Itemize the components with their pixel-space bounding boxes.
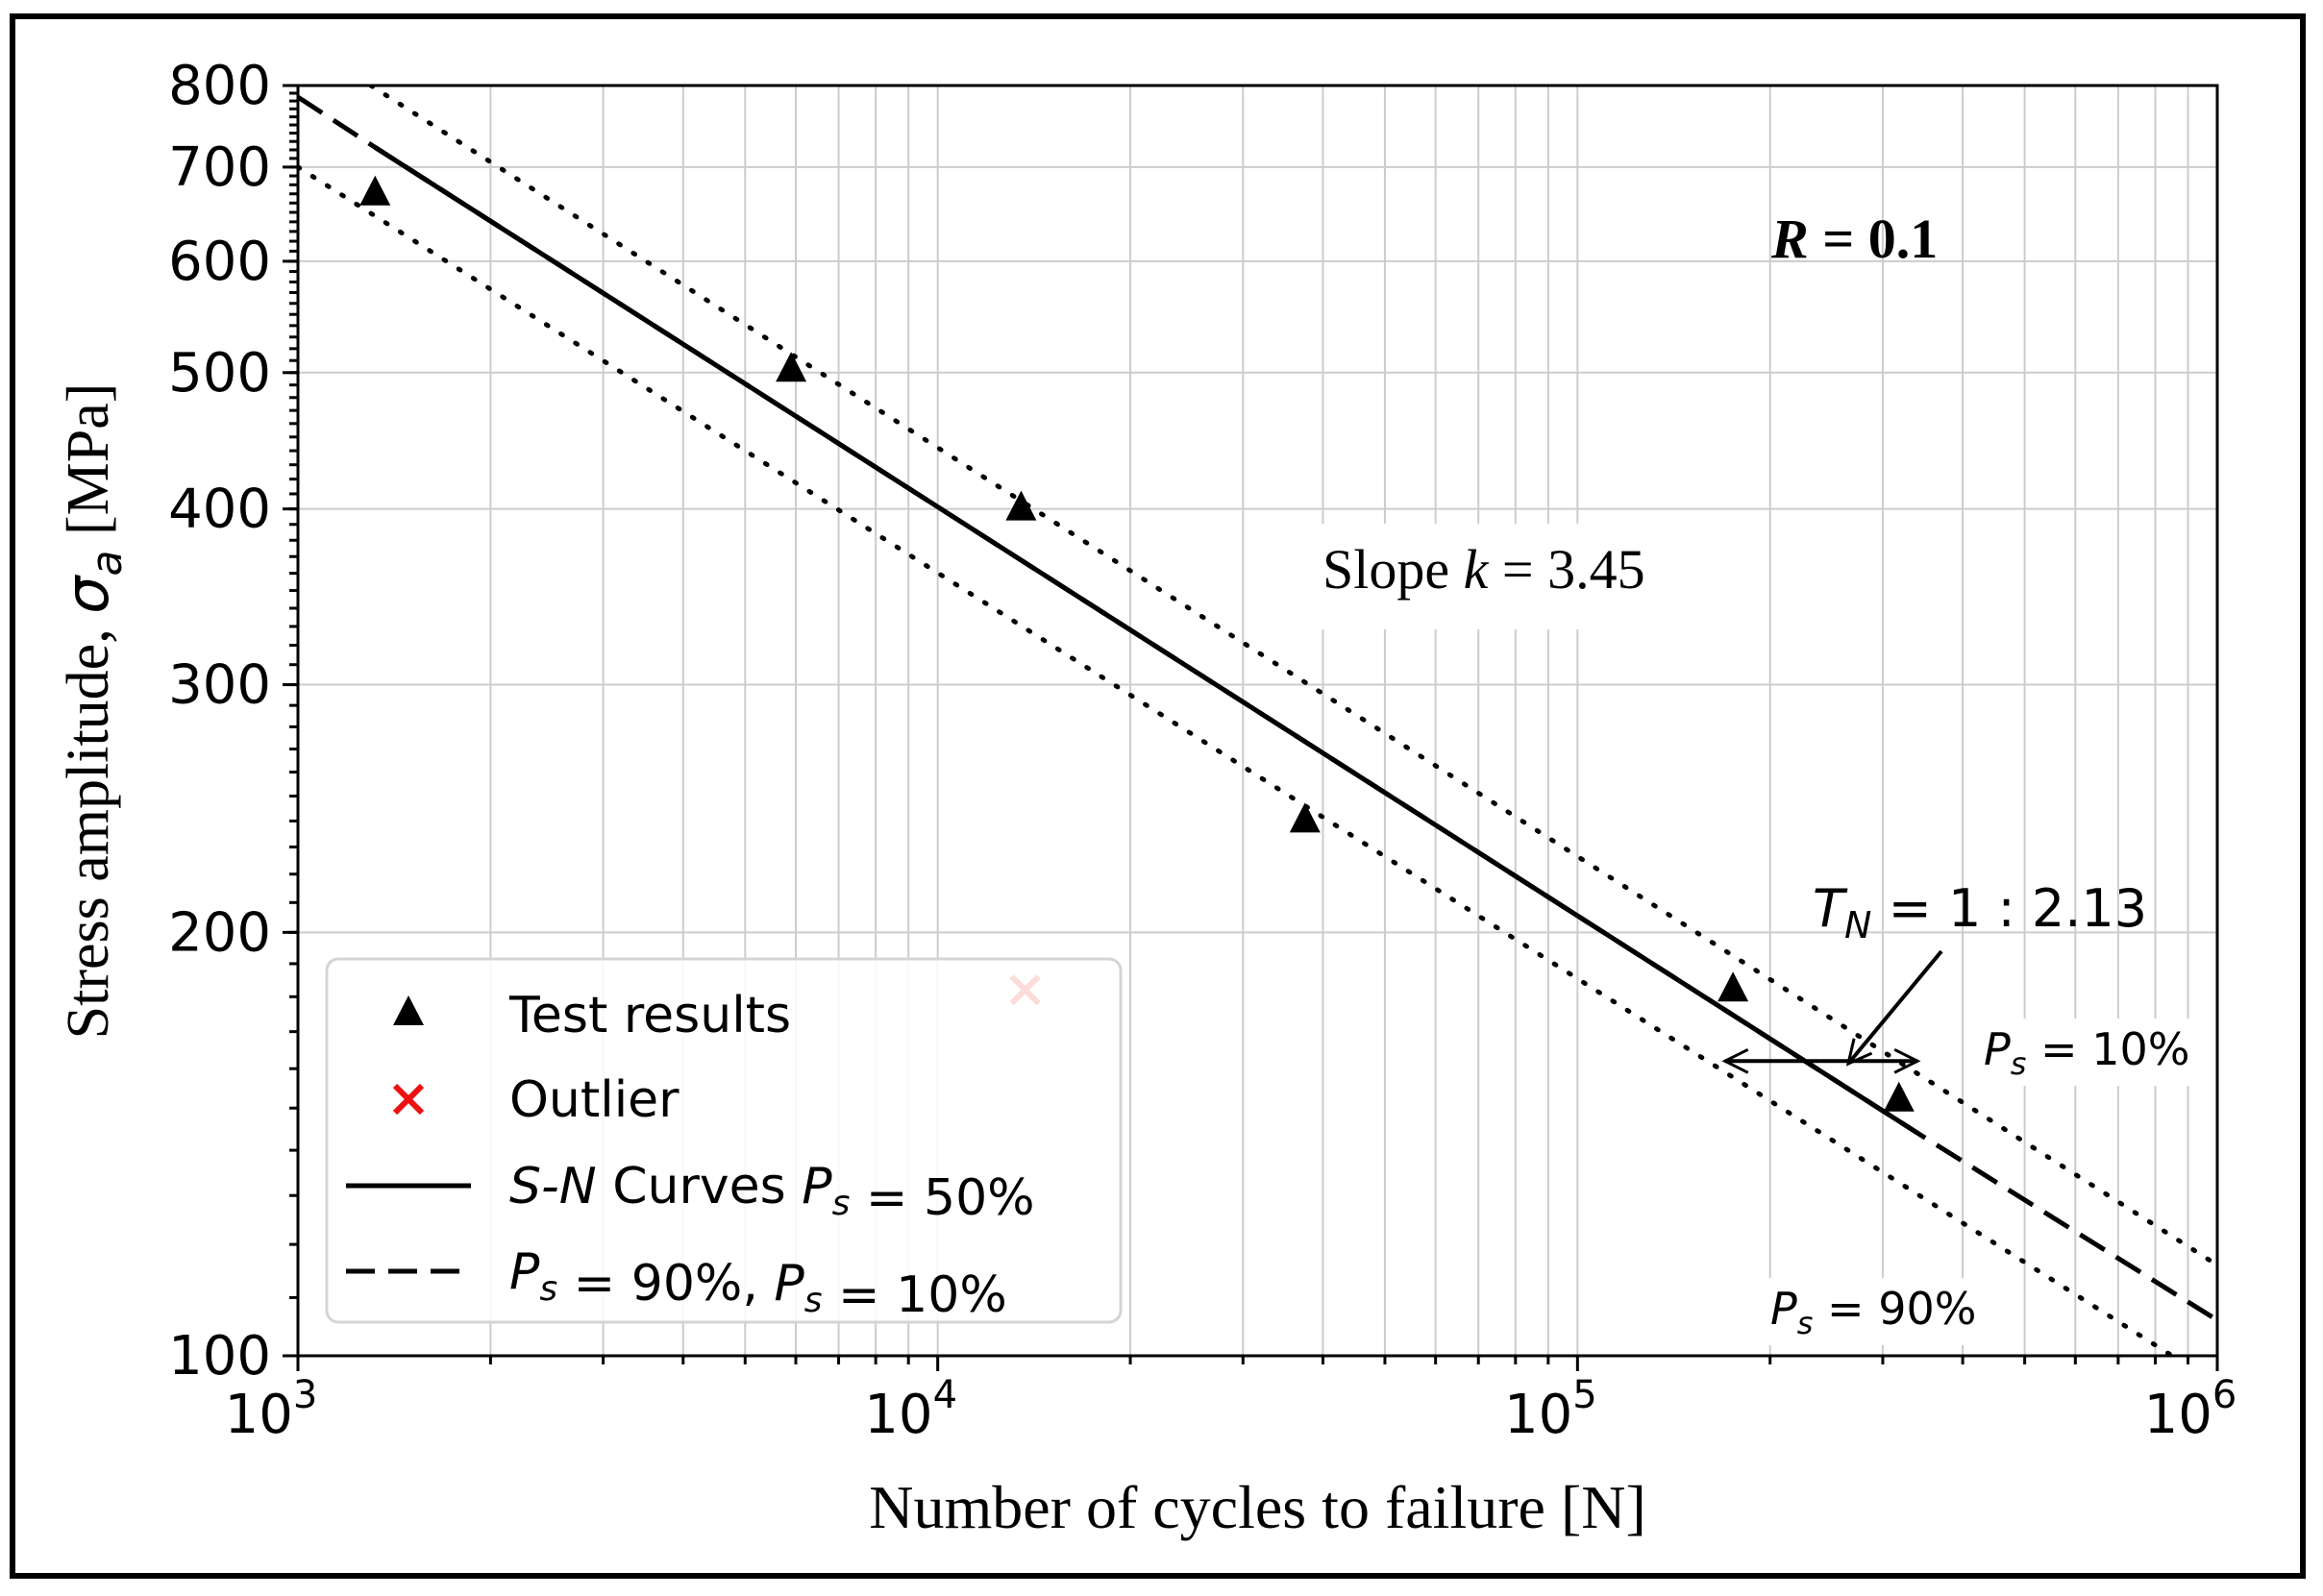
curve-ps-10- — [368, 86, 2217, 1268]
legend-label: Test results — [508, 987, 791, 1044]
legend-label-part: P — [509, 1243, 540, 1301]
x-tick-exponent: 4 — [933, 1373, 957, 1417]
ps10-label-bg — [1978, 1019, 2213, 1086]
test-result-point — [776, 352, 807, 382]
test-result-point — [1718, 971, 1749, 1002]
legend-label-part: = 10% — [823, 1266, 1007, 1324]
legend-label-part: s — [804, 1281, 823, 1320]
legend-triangle-marker — [393, 995, 424, 1025]
r-ratio-label: R = 0.1 — [1770, 208, 1938, 270]
legend-label-part: P — [774, 1255, 804, 1313]
legend-label: S-N Curves Ps = 50% — [509, 1158, 1035, 1227]
legend-label-part: s — [539, 1269, 557, 1309]
legend-label-part: Test results — [508, 987, 791, 1044]
y-tick-label: 800 — [168, 55, 271, 117]
y-tick-label: 300 — [168, 654, 271, 717]
x-tick-label: 104 — [864, 1373, 957, 1446]
x-tick-base: 10 — [864, 1384, 932, 1446]
legend-label-part: Outlier — [509, 1071, 680, 1129]
x-tick-exponent: 6 — [2212, 1373, 2237, 1417]
tn-label: TN = 1 : 2.13 — [1813, 878, 2147, 946]
tn-value: = 1 : 2.13 — [1871, 878, 2147, 939]
y-axis-label-unit: [MPa] — [56, 383, 121, 551]
test-result-point — [1883, 1081, 1915, 1112]
x-ticks — [296, 1356, 2219, 1371]
test-result-point — [1005, 490, 1037, 521]
axes-frame — [296, 84, 2219, 1358]
ps10-subscript: s — [2011, 1045, 2027, 1082]
legend-x-stroke — [392, 1083, 425, 1116]
tn-symbol: T — [1813, 878, 1848, 939]
x-tick-exponent: 5 — [1572, 1373, 1596, 1417]
ps10-symbol: P — [1984, 1023, 2011, 1075]
slope-label: Slope k = 3.45 — [1322, 538, 1645, 601]
slope-value: = 3.45 — [1488, 538, 1644, 601]
r-symbol: R — [1770, 208, 1809, 270]
ps10-label: Ps = 10% — [1984, 1023, 2189, 1082]
x-tick-label: 103 — [225, 1373, 318, 1446]
test-result-point — [1289, 802, 1321, 833]
legend-box — [325, 957, 1123, 1324]
legend-label: Ps = 90%, Ps = 10% — [509, 1243, 1007, 1324]
legend-label: Outlier — [509, 1071, 680, 1129]
ps90-subscript: s — [1797, 1305, 1814, 1341]
plot-area — [298, 86, 2217, 1356]
slope-symbol: k — [1464, 538, 1490, 601]
y-tick-label: 200 — [168, 901, 271, 964]
test-result-point — [359, 175, 391, 206]
y-axis-label-symbol: σ — [52, 575, 122, 614]
y-axis-label: Stress amplitude, σa [MPa] — [52, 383, 132, 1040]
tn-subscript: N — [1844, 904, 1871, 946]
legend-label-part: S-N — [509, 1158, 597, 1215]
y-tick-label: 700 — [168, 136, 271, 199]
y-tick-label: 500 — [168, 342, 271, 405]
y-tick-label: 400 — [168, 479, 271, 541]
y-tick-label: 600 — [168, 231, 271, 293]
curve-s-n-curve-ps-50- — [373, 145, 1919, 1136]
slope-text: Slope — [1322, 538, 1464, 601]
ps90-value: = 90% — [1813, 1283, 1976, 1335]
x-axis-label: Number of cycles to failure [N] — [869, 1473, 1646, 1541]
legend-label-part: = 90%, — [557, 1255, 774, 1313]
legend-label-part: Curves — [597, 1158, 803, 1215]
ps10-value: = 10% — [2026, 1023, 2189, 1075]
ps90-label: Ps = 90% — [1770, 1283, 1976, 1341]
x-tick-label: 105 — [1504, 1373, 1597, 1446]
y-tick-label: 100 — [168, 1325, 271, 1387]
y-axis-label-text: Stress amplitude, — [56, 614, 121, 1040]
legend-label-part: = 50% — [850, 1169, 1034, 1227]
x-tick-base: 10 — [225, 1384, 293, 1446]
r-value: = 0.1 — [1809, 208, 1939, 270]
y-axis-label-subscript: a — [83, 551, 132, 577]
ps90-symbol: P — [1770, 1283, 1797, 1335]
x-tick-exponent: 3 — [293, 1373, 317, 1417]
tn-pointer-arrow — [1845, 949, 1943, 1067]
x-tick-label: 106 — [2144, 1373, 2237, 1446]
x-tick-base: 10 — [1504, 1384, 1572, 1446]
x-tick-base: 10 — [2144, 1384, 2212, 1446]
legend-x-marker — [392, 1083, 425, 1116]
figure-frame — [10, 13, 2306, 1579]
y-ticks — [283, 84, 298, 1358]
ps90-label-bg — [1765, 1278, 2005, 1345]
curve-ps-90- — [298, 164, 2175, 1356]
legend-label-part: P — [802, 1158, 832, 1215]
legend-label-part: s — [832, 1184, 851, 1223]
curve-s-n-curve-ps-50-extrapolated — [298, 94, 2217, 1323]
slope-label-bg — [1315, 524, 1718, 629]
